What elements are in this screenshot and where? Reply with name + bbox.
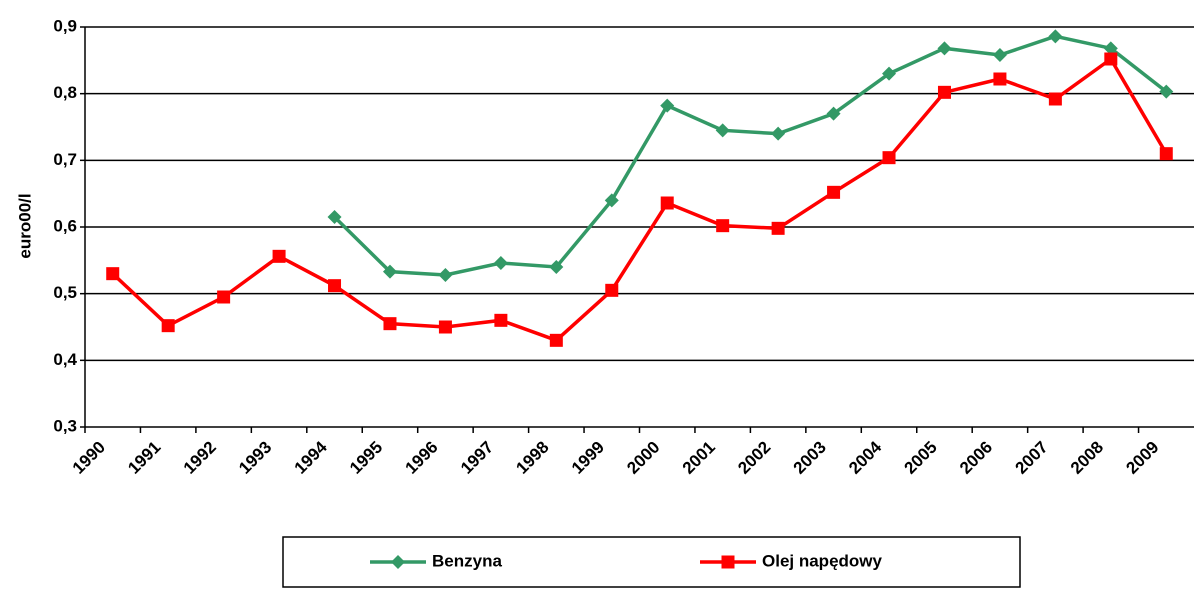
data-point — [328, 279, 342, 293]
data-point — [660, 196, 674, 210]
x-tick-label: 1997 — [457, 438, 497, 478]
data-point — [827, 185, 841, 199]
x-tick-label: 1995 — [346, 438, 386, 478]
x-tick-label: 1991 — [124, 438, 164, 478]
x-tick-label: 2009 — [1122, 438, 1162, 478]
data-point — [1159, 147, 1173, 161]
data-point — [382, 264, 397, 279]
y-tick-label: 0,9 — [53, 16, 77, 35]
y-axis-label: euro00/l — [15, 193, 34, 258]
data-point — [937, 41, 952, 56]
data-point — [549, 260, 564, 274]
data-point — [1103, 41, 1118, 56]
data-point — [1048, 29, 1063, 44]
x-tick-label: 2004 — [845, 437, 886, 478]
data-point — [716, 219, 730, 233]
series-line — [333, 34, 1168, 277]
data-point — [882, 151, 896, 165]
legend-marker — [391, 555, 405, 569]
x-tick-label: 1992 — [180, 438, 220, 478]
x-tick-label: 2006 — [956, 438, 996, 478]
legend-label: Olej napędowy — [762, 551, 883, 570]
data-point — [660, 98, 675, 113]
x-tick-label: 1993 — [235, 438, 275, 478]
data-point — [715, 123, 730, 138]
x-tick-label: 2005 — [901, 438, 941, 478]
data-point — [494, 313, 508, 327]
data-point — [937, 85, 951, 99]
data-point — [106, 267, 120, 281]
x-tick-label: 2003 — [790, 438, 830, 478]
x-tick-label: 1996 — [402, 438, 442, 478]
x-tick-label: 1994 — [291, 437, 332, 478]
y-tick-label: 0,4 — [53, 350, 77, 369]
data-point — [383, 317, 397, 331]
data-point — [882, 66, 897, 81]
x-tick-label: 2000 — [623, 438, 663, 478]
data-point — [771, 126, 786, 141]
x-tick-label: 2007 — [1011, 438, 1051, 478]
data-point — [1159, 84, 1174, 99]
data-point — [992, 48, 1007, 62]
data-point — [605, 283, 619, 297]
data-point — [771, 221, 785, 235]
x-tick-label: 1999 — [568, 438, 608, 478]
y-tick-label: 0,7 — [53, 150, 77, 169]
data-point — [549, 333, 563, 347]
x-tick-label: 2002 — [734, 438, 774, 478]
y-tick-label: 0,5 — [53, 283, 77, 302]
data-point — [826, 106, 841, 121]
data-point — [327, 210, 342, 224]
x-tick-label: 1990 — [69, 438, 109, 478]
data-point — [1104, 52, 1118, 66]
data-point — [438, 320, 452, 334]
data-point — [604, 193, 619, 208]
y-tick-label: 0,3 — [53, 416, 77, 435]
legend-marker — [721, 555, 735, 569]
x-tick-label: 2001 — [679, 438, 719, 478]
data-point — [272, 249, 286, 263]
data-point — [493, 256, 508, 270]
x-tick-label: 1998 — [512, 438, 552, 478]
y-tick-label: 0,6 — [53, 216, 77, 235]
data-point — [161, 319, 175, 333]
data-point — [217, 290, 231, 304]
data-point — [438, 268, 453, 282]
series-line — [111, 56, 1168, 343]
data-point — [993, 72, 1007, 86]
legend-label: Benzyna — [432, 551, 502, 570]
data-point — [1048, 92, 1062, 106]
x-tick-label: 2008 — [1067, 438, 1107, 478]
y-tick-label: 0,8 — [53, 83, 77, 102]
